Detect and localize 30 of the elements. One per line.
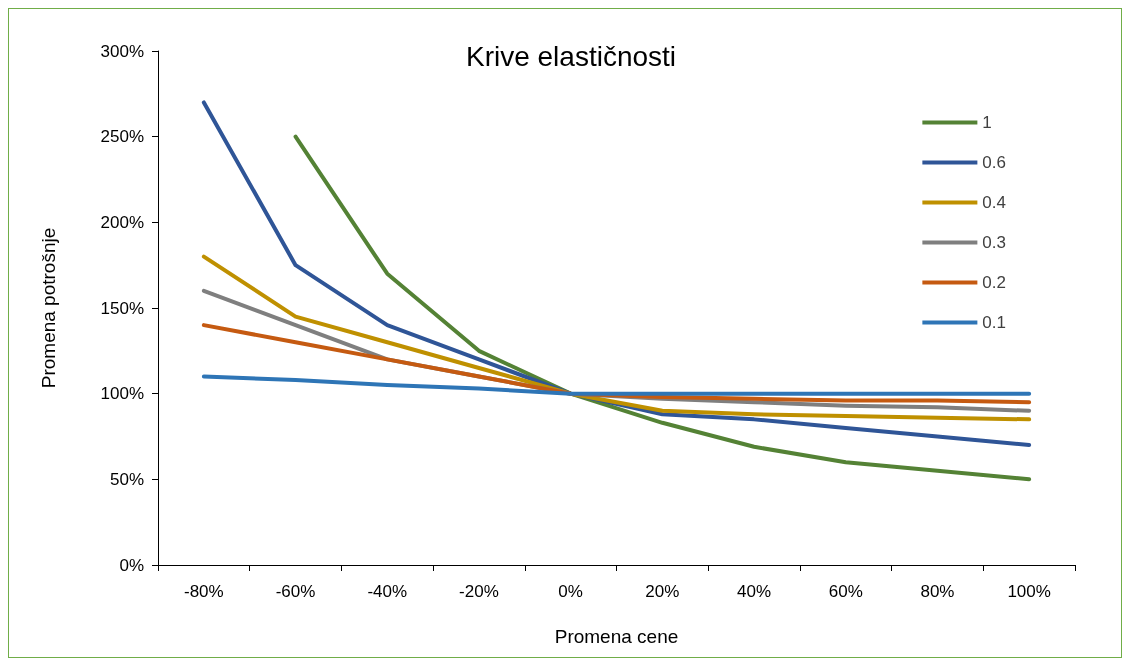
legend-label: 1 [982,113,992,132]
line-series [201,254,1032,422]
x-axis-title: Promena cene [554,626,679,647]
legend-label: 0.4 [982,193,1007,212]
line-series [293,134,1032,482]
y-axis-title: Promena potrošnje [38,227,59,389]
line-series [201,374,1032,396]
x-tick-label: 40% [737,582,772,601]
x-tick-label: 20% [645,582,680,601]
legend-label: 0.2 [982,273,1007,292]
x-tick-label: -60% [275,582,316,601]
x-tick-label: -80% [184,582,224,601]
y-tick-label: 50% [109,469,144,489]
x-tick-label: 100% [1007,582,1051,601]
y-tick-label: 150% [100,298,144,318]
legend-label: 0.6 [982,153,1007,172]
y-tick-label: 300% [100,41,144,61]
legend-label: 0.1 [982,313,1007,332]
chart-title: Krive elastičnosti [465,40,677,72]
line-series [201,100,1032,448]
x-tick-label: -20% [459,582,499,601]
y-tick-label: 0% [119,555,144,575]
y-tick-label: 250% [100,127,144,147]
y-tick-label: 200% [100,212,144,232]
y-tick-label: 100% [100,384,144,404]
x-tick-label: 80% [920,582,955,601]
x-tick-label: 60% [828,582,863,601]
x-tick-label: -40% [367,582,408,601]
x-tick-label: 0% [558,582,583,601]
legend-label: 0.3 [982,233,1007,252]
